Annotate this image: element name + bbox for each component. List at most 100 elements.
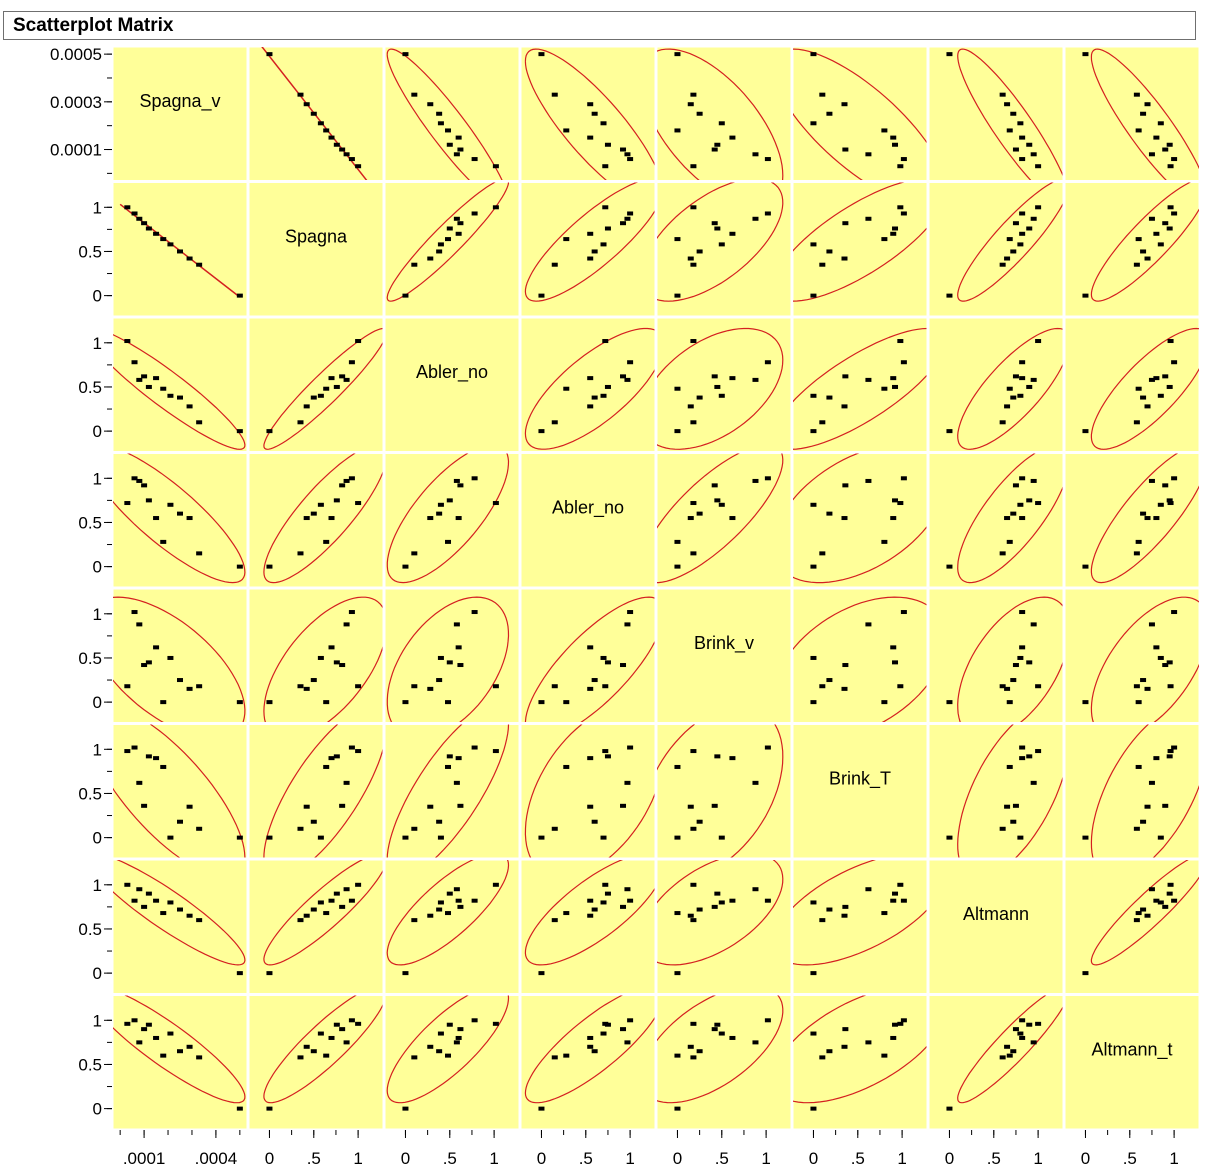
- data-point: [711, 1027, 718, 1032]
- data-point: [1153, 898, 1160, 903]
- data-point: [186, 256, 193, 261]
- data-point: [333, 891, 340, 896]
- data-point: [810, 564, 817, 569]
- data-point: [764, 360, 771, 365]
- panel-content-r3-c7: [1082, 453, 1199, 584]
- data-point: [167, 835, 174, 840]
- data-point: [1006, 764, 1013, 769]
- data-point: [892, 384, 899, 389]
- y-tick-label: 1: [93, 605, 102, 624]
- data-point: [819, 262, 826, 267]
- data-point: [153, 645, 160, 650]
- data-point: [1167, 749, 1174, 754]
- panel-content-r6-c7: [1082, 860, 1199, 976]
- density-ellipse: [386, 995, 510, 1104]
- data-point: [674, 429, 681, 434]
- data-point: [1133, 684, 1140, 689]
- data-point: [900, 360, 907, 365]
- data-point: [446, 754, 453, 759]
- panel-content-r5-c4: [657, 724, 784, 858]
- data-point: [620, 1027, 627, 1032]
- y-tick-label: 0: [93, 1100, 102, 1119]
- data-point: [714, 142, 721, 147]
- data-point: [819, 420, 826, 425]
- data-point: [303, 102, 310, 107]
- data-point: [436, 907, 443, 912]
- data-point: [1082, 293, 1089, 298]
- data-point: [551, 262, 558, 267]
- data-point: [714, 891, 721, 896]
- data-point: [427, 256, 434, 261]
- data-point: [897, 882, 904, 887]
- density-ellipse: [957, 327, 1063, 450]
- data-point: [999, 826, 1006, 831]
- data-point: [890, 898, 897, 903]
- variable-label-2: Abler_no: [416, 362, 488, 383]
- data-point: [492, 205, 499, 210]
- x-tick-label: 1: [761, 1149, 770, 1168]
- data-point: [674, 764, 681, 769]
- density-ellipse: [957, 453, 1063, 584]
- data-point: [236, 429, 243, 434]
- data-point: [167, 900, 174, 905]
- y-axis-row-4: 10.50: [78, 605, 112, 712]
- data-point: [587, 804, 594, 809]
- data-point: [1133, 918, 1140, 923]
- data-point: [1135, 700, 1142, 705]
- data-point: [587, 686, 594, 691]
- data-point: [711, 221, 718, 226]
- density-ellipse: [386, 596, 510, 723]
- data-point: [471, 745, 478, 750]
- data-point: [339, 147, 346, 152]
- data-point: [620, 663, 627, 668]
- data-point: [343, 377, 350, 382]
- panel-r0-c2: [382, 44, 522, 183]
- data-point: [1162, 803, 1169, 808]
- data-point: [153, 898, 160, 903]
- data-point: [186, 804, 193, 809]
- data-point: [328, 1035, 335, 1040]
- data-point: [620, 374, 627, 379]
- panel-content-r0-c4: [657, 48, 784, 181]
- panel-content-r3-c4: [657, 453, 784, 584]
- data-point: [999, 1055, 1006, 1060]
- data-point: [323, 764, 330, 769]
- data-point: [348, 610, 355, 615]
- data-point: [587, 1044, 594, 1049]
- data-point: [453, 152, 460, 157]
- data-point: [455, 231, 462, 236]
- data-point: [160, 911, 167, 916]
- data-point: [946, 52, 953, 57]
- density-ellipse: [113, 453, 246, 584]
- data-point: [167, 1031, 174, 1036]
- data-point: [842, 221, 849, 226]
- data-point: [196, 918, 203, 923]
- panel-content-r2-c5: [793, 327, 927, 450]
- data-point: [1006, 386, 1013, 391]
- data-point: [455, 135, 462, 140]
- data-point: [627, 211, 634, 216]
- variable-label-4: Brink_v: [694, 633, 754, 654]
- data-point: [333, 1022, 340, 1027]
- data-point: [624, 152, 631, 157]
- data-point: [177, 907, 183, 912]
- data-point: [1167, 501, 1174, 506]
- data-point: [1019, 211, 1026, 216]
- data-point: [563, 237, 570, 242]
- data-point: [752, 478, 759, 483]
- data-point: [131, 360, 138, 365]
- data-point: [328, 898, 335, 903]
- data-point: [674, 52, 681, 57]
- data-point: [881, 237, 888, 242]
- data-point: [563, 700, 570, 705]
- data-point: [1171, 476, 1178, 481]
- x-tick-label: .5: [307, 1149, 321, 1168]
- data-point: [810, 121, 817, 126]
- data-point: [1157, 835, 1164, 840]
- data-point: [900, 610, 907, 615]
- data-point: [1135, 386, 1142, 391]
- data-point: [551, 918, 558, 923]
- x-tick-label: 1: [1033, 1149, 1042, 1168]
- data-point: [145, 498, 152, 503]
